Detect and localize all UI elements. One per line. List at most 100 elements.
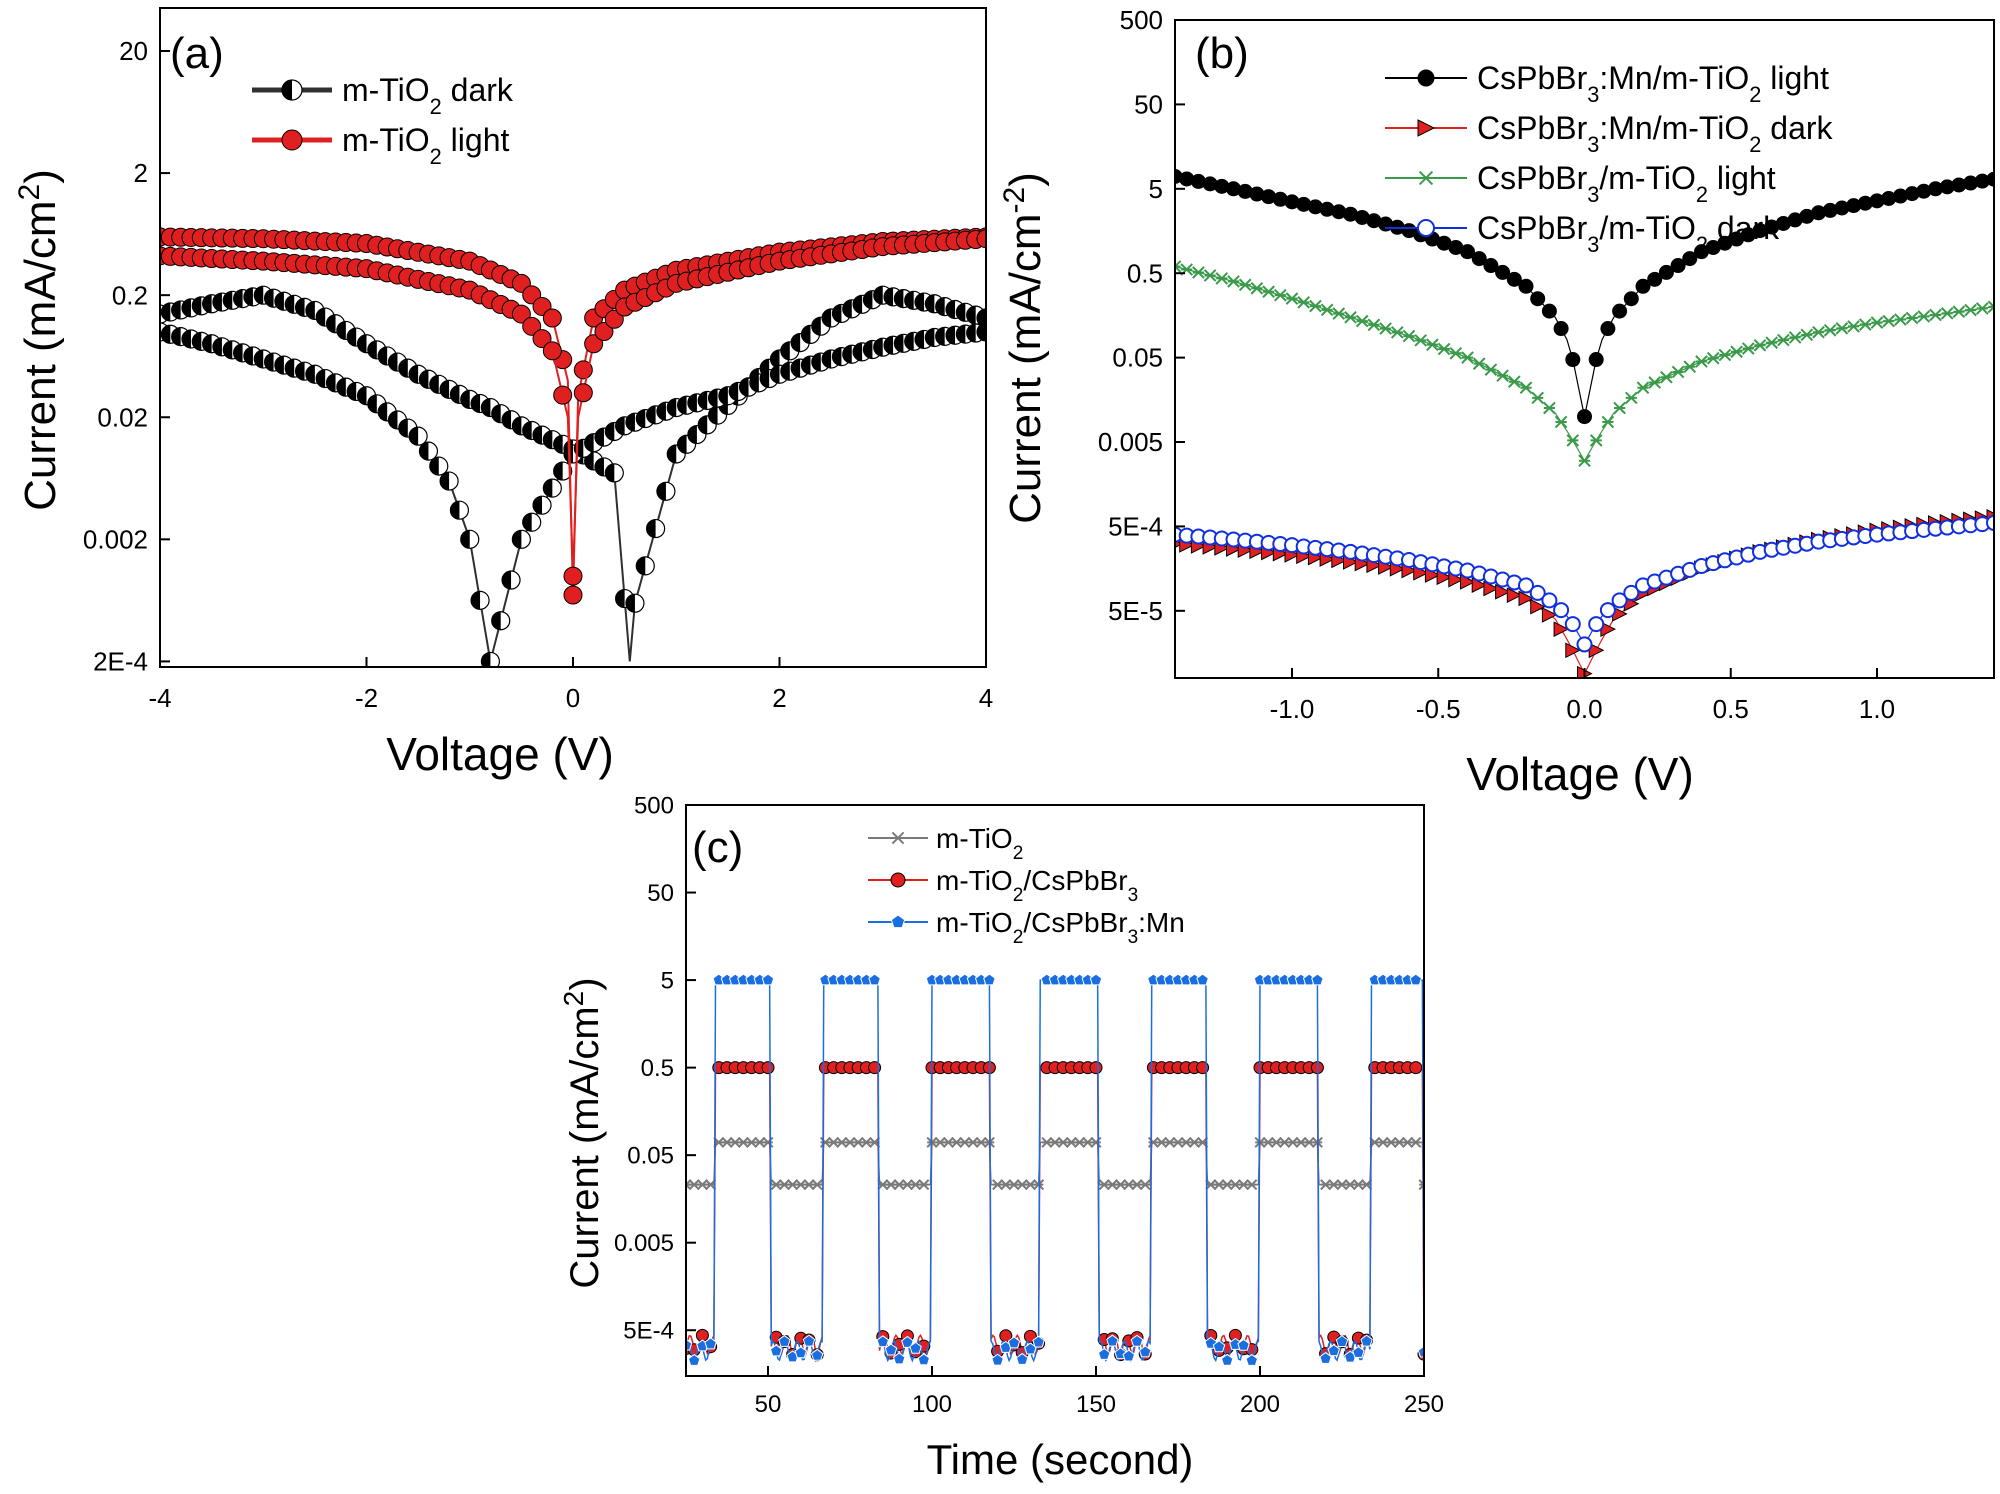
data-point [1192, 266, 1205, 279]
data-point [1986, 514, 1994, 531]
data-point-fill [409, 365, 419, 384]
data-point-fill [646, 519, 656, 538]
data-point-fill [687, 393, 697, 412]
data-point [563, 566, 583, 586]
legend-text: CsPbBr [1477, 160, 1588, 196]
y-tick-label: 5E-4 [1108, 512, 1163, 542]
data-point-fill [151, 323, 160, 341]
data-point-fill [863, 290, 873, 309]
data-point [754, 1136, 766, 1148]
data-point-fill [202, 294, 212, 313]
data-point [1437, 342, 1451, 356]
x-tick-label: -4 [148, 683, 171, 713]
data-point [1227, 275, 1240, 288]
data-point [1870, 316, 1884, 329]
series-m-tio2-dark-reverse- [151, 322, 986, 667]
series-line [686, 1066, 1424, 1357]
x-tick-label: 200 [1240, 1391, 1280, 1418]
data-point-fill [636, 409, 646, 428]
legend-marker [1417, 219, 1435, 237]
data-point [1220, 1353, 1234, 1366]
data-point [1303, 1136, 1315, 1148]
data-point-fill [791, 359, 801, 378]
data-point [1409, 973, 1423, 986]
data-point-fill [615, 589, 625, 608]
data-point [1332, 307, 1346, 320]
data-point-fill [915, 330, 925, 349]
plot-area [686, 973, 1424, 1366]
data-point [1409, 1061, 1423, 1075]
data-point [1106, 1179, 1118, 1191]
data-point [563, 585, 583, 605]
data-point [721, 1136, 733, 1148]
data-point [1987, 300, 1994, 314]
data-point-fill [336, 321, 346, 340]
series-group [686, 973, 1424, 1366]
data-point-fill [780, 341, 790, 360]
data-point-fill [842, 345, 852, 364]
data-point [1402, 1136, 1414, 1148]
data-point [346, 327, 366, 347]
data-point-fill [192, 296, 202, 315]
data-point-fill [378, 346, 388, 365]
data-point [1565, 642, 1581, 659]
data-point [1418, 1179, 1424, 1191]
data-point [1335, 1335, 1349, 1347]
data-point-fill [161, 303, 171, 322]
series-cspbbr3-m-tio2-dark [1175, 514, 1994, 653]
series-line [1175, 265, 1994, 462]
data-point [1576, 636, 1593, 653]
data-point [1089, 1061, 1103, 1075]
data-point [1041, 1136, 1053, 1148]
legend-text: /m-TiO [1599, 160, 1696, 196]
data-point-fill [977, 322, 986, 341]
data-point [737, 1136, 749, 1148]
data-point [1917, 310, 1931, 323]
data-point [1327, 1344, 1341, 1357]
data-point [1975, 302, 1989, 315]
data-point-fill [749, 373, 759, 392]
data-point-fill [223, 340, 233, 359]
data-point [770, 1179, 782, 1191]
series-line [160, 237, 986, 577]
legend-subscript: 3 [1587, 132, 1599, 157]
data-point-fill [357, 334, 367, 353]
x-tick-label: -2 [355, 683, 378, 713]
data-point [532, 495, 552, 515]
y-tick-label: 0.002 [83, 524, 148, 554]
data-point-fill [977, 309, 986, 328]
data-point [1205, 1179, 1217, 1191]
data-point-fill [336, 378, 346, 397]
data-point-fill [512, 416, 522, 435]
data-point-fill [656, 482, 666, 501]
legend-subscript: 2 [1013, 843, 1024, 864]
data-point [1506, 271, 1522, 287]
data-point-fill [636, 556, 646, 575]
data-point [522, 512, 542, 532]
data-point [1250, 281, 1264, 295]
data-point [1506, 587, 1523, 603]
legend-text: CsPbBr [1477, 60, 1588, 96]
data-point [1670, 258, 1686, 274]
data-point-fill [853, 295, 863, 314]
data-point-fill [770, 365, 780, 384]
series-cspbbr3-mn-m-tio2-light [1175, 168, 1994, 425]
data-point-fill [367, 340, 377, 359]
data-point [1541, 592, 1558, 609]
data-point [1800, 328, 1814, 342]
data-point [1495, 264, 1511, 280]
panel-a-chart: (a) Voltage (V) Current (mA/cm2) -4 -2 0 2 4… [13, 7, 993, 780]
series-m-tio2-light-reverse- [160, 229, 986, 586]
y-tick-label: 2 [134, 158, 148, 188]
data-point [1320, 1179, 1332, 1191]
data-point-fill [894, 289, 904, 308]
data-point-fill [533, 426, 543, 445]
data-point [942, 1136, 954, 1148]
data-point [876, 1335, 890, 1348]
data-point-fill [295, 298, 305, 317]
data-point-fill [822, 349, 832, 368]
data-point [1309, 299, 1322, 313]
data-point [1320, 303, 1334, 317]
data-point [1352, 1345, 1365, 1358]
legend-text: dark [1761, 110, 1833, 146]
